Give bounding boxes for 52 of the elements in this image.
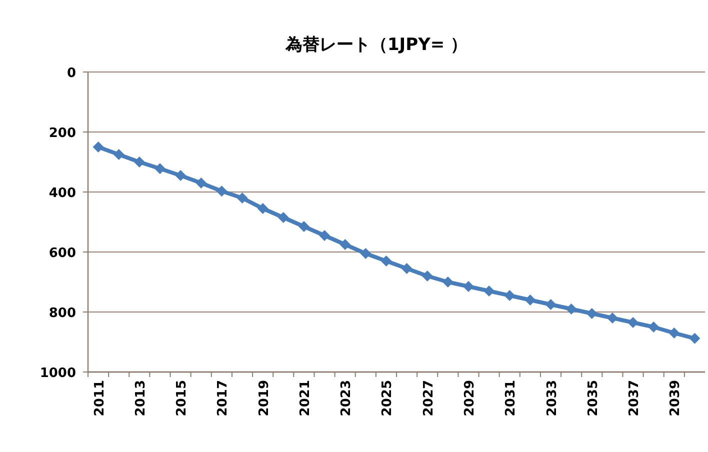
- x-tick-label: 2021: [298, 380, 313, 416]
- y-tick-label: 1000: [40, 366, 76, 381]
- point: [586, 308, 598, 319]
- point: [524, 294, 536, 306]
- x-tick-label: 2039: [668, 380, 684, 416]
- point: [504, 290, 516, 301]
- x-tick-label: 2025: [380, 380, 396, 416]
- y-tick-label: 200: [48, 126, 76, 141]
- x-tick-label: 2023: [339, 380, 354, 416]
- point: [340, 239, 351, 250]
- point: [380, 256, 392, 266]
- y-tick-label: 600: [48, 246, 76, 261]
- point: [134, 156, 145, 168]
- point: [154, 163, 166, 174]
- point: [216, 186, 228, 197]
- x-tick-label: 2031: [504, 380, 519, 416]
- x-tick-label: 2011: [92, 380, 108, 416]
- y-tick-label: 400: [48, 186, 76, 201]
- point: [422, 270, 433, 282]
- point: [401, 263, 412, 274]
- y-tick-label: 800: [48, 306, 76, 321]
- x-tick-label: 2019: [256, 380, 272, 416]
- x-tick-label: 2029: [462, 380, 478, 416]
- point: [628, 317, 639, 328]
- x-tick-label: 2033: [544, 380, 560, 416]
- point: [257, 203, 268, 214]
- y-tick-label: 0: [66, 66, 76, 81]
- x-tick-label: 2027: [421, 380, 436, 416]
- point: [360, 248, 372, 259]
- point: [236, 192, 248, 204]
- point: [298, 221, 310, 232]
- x-tick-label: 2037: [627, 380, 642, 416]
- point: [92, 142, 104, 152]
- x-tick-label: 2017: [216, 380, 231, 416]
- point: [545, 299, 556, 310]
- chart-title: 為替レート（1JPY= ）: [284, 35, 468, 55]
- point: [462, 281, 474, 292]
- point: [668, 328, 680, 338]
- point: [113, 149, 124, 160]
- point: [196, 178, 207, 188]
- point: [278, 212, 289, 223]
- point: [484, 286, 495, 296]
- point: [566, 304, 577, 314]
- point: [606, 312, 618, 324]
- point: [319, 230, 330, 241]
- point: [648, 322, 660, 332]
- x-tick-label: 2035: [586, 380, 601, 416]
- x-tick-label: 2015: [174, 380, 190, 416]
- point: [689, 332, 700, 344]
- point: [175, 170, 186, 181]
- x-tick-label: 2013: [133, 380, 148, 416]
- point: [442, 276, 454, 288]
